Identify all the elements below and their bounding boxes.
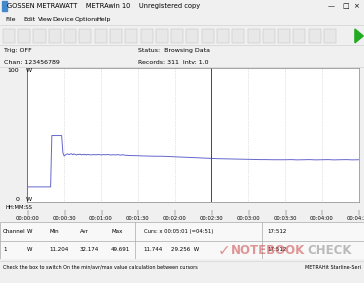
Bar xyxy=(232,29,244,43)
Text: HH:MM:SS: HH:MM:SS xyxy=(5,205,32,210)
Text: 00:02:00: 00:02:00 xyxy=(163,216,186,221)
Text: Min: Min xyxy=(49,229,59,234)
Bar xyxy=(324,29,336,43)
Text: |: | xyxy=(284,209,286,215)
Text: W: W xyxy=(27,247,33,252)
Text: 0: 0 xyxy=(15,197,19,202)
Text: W: W xyxy=(27,229,33,234)
Text: ✓: ✓ xyxy=(218,243,230,258)
Text: ×: × xyxy=(353,3,359,9)
Text: W: W xyxy=(25,68,32,73)
Bar xyxy=(49,29,61,43)
Text: 17:512: 17:512 xyxy=(268,247,287,252)
Text: View: View xyxy=(38,17,53,22)
Bar xyxy=(141,29,153,43)
Text: Options: Options xyxy=(75,17,99,22)
Text: Help: Help xyxy=(96,17,111,22)
Text: CHECK: CHECK xyxy=(308,244,352,257)
Bar xyxy=(95,29,107,43)
Bar xyxy=(293,29,305,43)
Text: Check the box to switch On the min/avr/max value calculation between cursors: Check the box to switch On the min/avr/m… xyxy=(3,265,198,270)
Text: File: File xyxy=(5,17,16,22)
Text: 00:00:00: 00:00:00 xyxy=(15,216,39,221)
Bar xyxy=(2,1,7,11)
Bar xyxy=(33,29,46,43)
Bar xyxy=(217,29,229,43)
Text: Edit: Edit xyxy=(24,17,36,22)
Text: 100: 100 xyxy=(7,68,19,73)
Text: Curs: x 00:05:01 (=04:51): Curs: x 00:05:01 (=04:51) xyxy=(144,229,213,234)
Text: Max: Max xyxy=(111,229,122,234)
Text: |: | xyxy=(26,209,28,215)
Text: 11.204: 11.204 xyxy=(49,247,68,252)
Text: |: | xyxy=(321,209,323,215)
Text: |: | xyxy=(210,209,212,215)
Text: NOTEBOOK: NOTEBOOK xyxy=(231,244,305,257)
Text: GOSSEN METRAWATT    METRAwin 10    Unregistered copy: GOSSEN METRAWATT METRAwin 10 Unregistere… xyxy=(7,3,201,9)
Text: 00:03:30: 00:03:30 xyxy=(273,216,297,221)
Bar xyxy=(171,29,183,43)
Text: Chan: 123456789: Chan: 123456789 xyxy=(4,60,60,65)
Bar xyxy=(278,29,290,43)
Bar xyxy=(202,29,214,43)
Bar xyxy=(186,29,198,43)
Bar xyxy=(125,29,137,43)
Text: Device: Device xyxy=(53,17,74,22)
Text: Status:  Browsing Data: Status: Browsing Data xyxy=(138,48,210,53)
Text: Trig: OFF: Trig: OFF xyxy=(4,48,31,53)
Bar xyxy=(79,29,91,43)
Text: W: W xyxy=(25,197,32,202)
Text: 00:03:00: 00:03:00 xyxy=(236,216,260,221)
Bar xyxy=(309,29,321,43)
Text: 00:02:30: 00:02:30 xyxy=(199,216,223,221)
Text: Avr: Avr xyxy=(80,229,89,234)
Text: |: | xyxy=(247,209,249,215)
Bar xyxy=(156,29,168,43)
Bar xyxy=(263,29,275,43)
Text: 11.744: 11.744 xyxy=(144,247,163,252)
Polygon shape xyxy=(355,29,363,43)
Text: □: □ xyxy=(342,3,349,9)
Text: 49.691: 49.691 xyxy=(111,247,130,252)
Text: 17:512: 17:512 xyxy=(268,229,287,234)
Bar xyxy=(18,29,30,43)
Text: Records: 311  Intv: 1.0: Records: 311 Intv: 1.0 xyxy=(138,60,209,65)
Text: METRAHit Starline-Seri: METRAHit Starline-Seri xyxy=(305,265,361,270)
Text: |: | xyxy=(137,209,139,215)
Text: |: | xyxy=(100,209,102,215)
Text: Channel: Channel xyxy=(3,229,25,234)
Bar xyxy=(248,29,260,43)
Text: 29.256  W: 29.256 W xyxy=(171,247,199,252)
Bar xyxy=(110,29,122,43)
Bar xyxy=(64,29,76,43)
Text: 1: 1 xyxy=(3,247,7,252)
Text: |: | xyxy=(63,209,65,215)
Text: 00:01:00: 00:01:00 xyxy=(89,216,113,221)
Text: 00:01:30: 00:01:30 xyxy=(126,216,150,221)
Bar xyxy=(3,29,15,43)
Text: |: | xyxy=(174,209,175,215)
Text: 00:00:30: 00:00:30 xyxy=(52,216,76,221)
Text: —: — xyxy=(328,3,335,9)
Text: |: | xyxy=(357,209,360,215)
Text: 00:04:30: 00:04:30 xyxy=(347,216,364,221)
Text: 32.174: 32.174 xyxy=(80,247,99,252)
Text: 00:04:00: 00:04:00 xyxy=(310,216,334,221)
